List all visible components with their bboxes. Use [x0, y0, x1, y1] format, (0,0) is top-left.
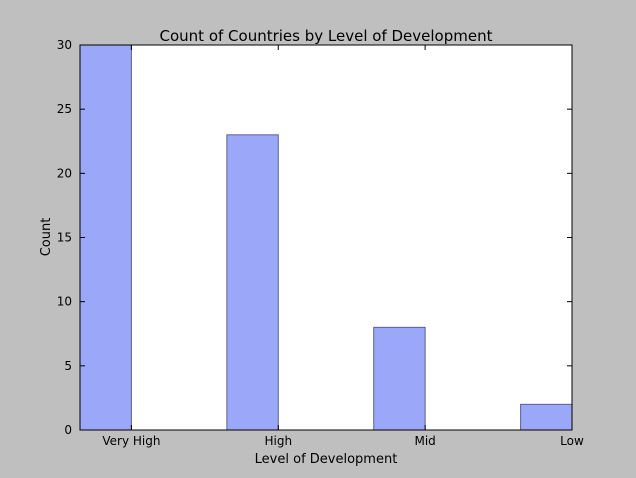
x-tick-label: High: [264, 434, 292, 448]
bars-group: [79, 44, 573, 431]
bar-low: [520, 403, 573, 431]
x-tick-label: Very High: [102, 434, 160, 448]
chart-title: Count of Countries by Level of Developme…: [160, 27, 493, 45]
y-tick-label: 0: [64, 423, 72, 437]
bar-mid: [373, 326, 426, 431]
y-tick-label: 15: [57, 231, 72, 245]
ticks-group: Very High High Mid Low 0 5 10 15 20 25 30: [57, 38, 584, 448]
y-tick-label: 25: [57, 102, 72, 116]
bar-high: [226, 134, 279, 431]
y-tick-label: 10: [57, 295, 72, 309]
y-tick-label: 30: [57, 38, 72, 52]
y-axis-label: Count: [39, 218, 54, 257]
y-tick-label: 20: [57, 166, 72, 180]
bar-very-high: [79, 44, 132, 431]
plot-area: [80, 45, 572, 430]
x-tick-label: Low: [560, 434, 584, 448]
x-tick-label: Mid: [414, 434, 435, 448]
plot-frame: [79, 44, 573, 431]
y-tick-label: 5: [64, 359, 72, 373]
x-axis-label: Level of Development: [255, 452, 398, 467]
